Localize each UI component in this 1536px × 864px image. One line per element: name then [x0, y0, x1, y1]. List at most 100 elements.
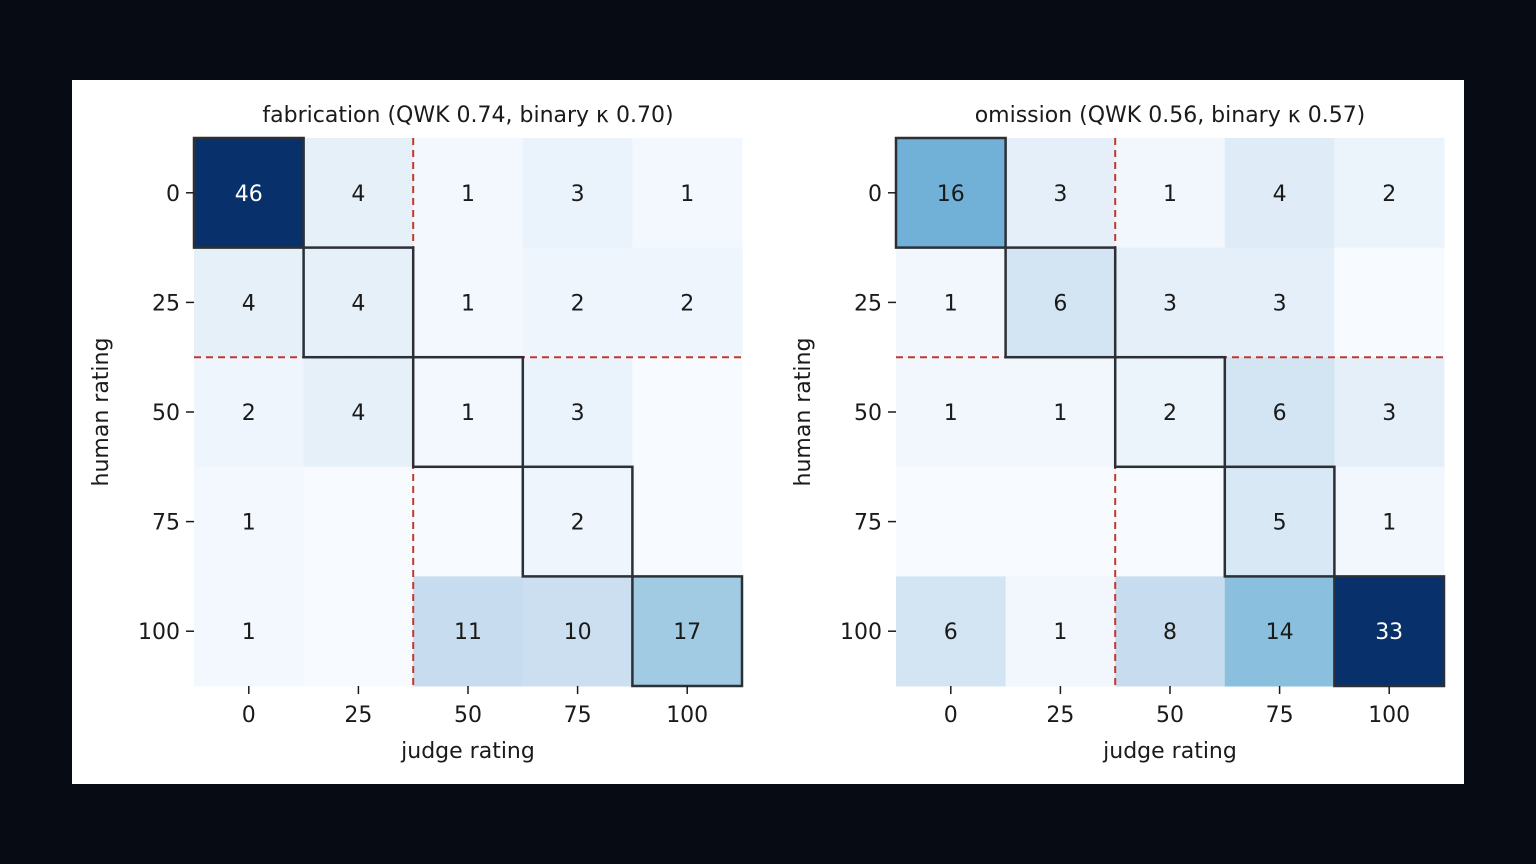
cell-value-label: 4 [351, 291, 365, 316]
cell-value-label: 33 [1375, 620, 1403, 645]
x-tick-label: 50 [1156, 703, 1184, 728]
heatmap-cell-r3-c1 [1005, 466, 1116, 577]
cell-value-label: 4 [351, 182, 365, 207]
heatmap-panel-2: omission (QWK 0.56, binary κ 0.57)16 3 1 4 2… [791, 103, 1446, 764]
diagonal-outline [1004, 246, 1117, 359]
heatmap-cell-r4-c2 [1115, 576, 1226, 687]
y-axis-label: human rating [791, 338, 816, 487]
heatmap-cell-r4-c0 [896, 576, 1007, 687]
cell-value-label: 1 [461, 182, 475, 207]
cell-value-label: 2 [1382, 182, 1396, 207]
diagonal-outline [521, 465, 634, 578]
y-tick-label: 25 [854, 291, 882, 316]
cell-value-label: 3 [1163, 291, 1177, 316]
x-tick-label: 50 [454, 703, 482, 728]
diagonal-outline [1113, 355, 1227, 469]
cell-value-label: 6 [944, 620, 958, 645]
heatmap-cell-r0-c0 [896, 138, 1007, 249]
y-tick-label: 75 [854, 511, 882, 536]
heatmap-cell-r0-c0 [194, 138, 305, 249]
cell-value-label: 2 [1163, 401, 1177, 426]
y-tick-label: 0 [166, 182, 180, 207]
heatmap-cell-r3-c0 [896, 466, 1007, 577]
heatmap-cell-r0-c2 [1115, 138, 1226, 249]
heatmap-cell-r2-c0 [896, 357, 1007, 468]
heatmap-cell-r4-c2 [413, 576, 524, 687]
heatmap-cell-r2-c3 [1224, 357, 1335, 468]
cell-value-label: 3 [1382, 401, 1396, 426]
cell-value-label: 4 [351, 401, 365, 426]
cell-value-label: 4 [242, 291, 256, 316]
heatmap-cell-r4-c4 [1334, 576, 1445, 687]
heatmap-cell-r1-c1 [303, 247, 414, 358]
cell-value-label: 4 [1273, 182, 1287, 207]
cell-value-label: 6 [1053, 291, 1067, 316]
heatmap-cell-r0-c4 [632, 138, 743, 249]
figure: fabrication (QWK 0.74, binary κ 0.70) 4 6 4… [72, 80, 1464, 784]
y-tick-label: 50 [152, 401, 180, 426]
cell-value-label: 2 [680, 291, 694, 316]
x-tick-label: 25 [344, 703, 372, 728]
cell-value-label: 2 [571, 291, 585, 316]
cell-value-label: 1 [1163, 182, 1177, 207]
heatmap-cell-r3-c3 [1224, 466, 1335, 577]
heatmap-cell-r0-c3 [522, 138, 633, 249]
cell-value-label: 3 [1273, 291, 1287, 316]
y-tick-label: 0 [868, 182, 882, 207]
heatmap-cell-r4-c3 [1224, 576, 1335, 687]
heatmap-cell-r0-c1 [1005, 138, 1116, 249]
heatmap-cell-r2-c2 [413, 357, 524, 468]
heatmap-cell-r1-c2 [413, 247, 524, 358]
heatmap-cell-r0-c3 [1224, 138, 1335, 249]
heatmap-cell-r2-c0 [194, 357, 305, 468]
y-tick-label: 100 [840, 620, 882, 645]
heatmap-cell-r1-c2 [1115, 247, 1226, 358]
x-tick-label: 100 [1368, 703, 1410, 728]
y-tick-label: 75 [152, 511, 180, 536]
y-axis-label: human rating [89, 338, 114, 487]
heatmap-cell-r4-c3 [522, 576, 633, 687]
heatmap-cell-r2-c4 [632, 357, 743, 468]
heatmap-cell-r1-c0 [194, 247, 305, 358]
heatmap-cell-r1-c4 [1334, 247, 1445, 358]
cell-value-label: 1 [461, 291, 475, 316]
heatmap-cell-r0-c2 [413, 138, 524, 249]
cell-value-label: 11 [454, 620, 482, 645]
cell-value-label: 3 [571, 182, 585, 207]
cell-value-label: 1 [461, 401, 475, 426]
heatmap-cell-r4-c1 [303, 576, 414, 687]
cell-value-label: 16 [937, 182, 965, 207]
heatmap-cell-r1-c1 [1005, 247, 1116, 358]
heatmap-cell-r3-c0 [194, 466, 305, 577]
cell-value-label: 3 [571, 401, 585, 426]
x-tick-label: 0 [944, 703, 958, 728]
heatmap-cell-r2-c1 [303, 357, 414, 468]
x-axis-label: judge rating [1102, 739, 1237, 764]
x-axis-label: judge rating [400, 739, 535, 764]
heatmap-cell-r3-c2 [413, 466, 524, 577]
heatmap-cell-r1-c4 [632, 247, 743, 358]
heatmap-cell-r2-c3 [522, 357, 633, 468]
cell-value-label: 1 [1053, 620, 1067, 645]
y-tick-label: 50 [854, 401, 882, 426]
heatmap-cell-r1-c0 [896, 247, 1007, 358]
chart-title: omission (QWK 0.56, binary κ 0.57) [975, 103, 1366, 128]
diagonal-outline [1223, 465, 1336, 578]
heatmap-cell-r3-c1 [303, 466, 414, 577]
y-tick-label: 100 [138, 620, 180, 645]
heatmap-cell-r2-c1 [1005, 357, 1116, 468]
cell-value-label: 1 [944, 401, 958, 426]
x-tick-label: 100 [666, 703, 708, 728]
heatmap-cell-r2-c2 [1115, 357, 1226, 468]
heatmap-cell-r3-c4 [1334, 466, 1445, 577]
cell-value-label: 1 [1053, 401, 1067, 426]
x-tick-label: 75 [564, 703, 592, 728]
heatmap-cell-r0-c4 [1334, 138, 1445, 249]
heatmap-cell-r2-c4 [1334, 357, 1445, 468]
heatmap-cell-r4-c0 [194, 576, 305, 687]
cell-value-label: 1 [944, 291, 958, 316]
chart-title: fabrication (QWK 0.74, binary κ 0.70) [262, 103, 673, 128]
cell-value-label: 2 [571, 511, 585, 536]
cell-value-label: 10 [564, 620, 592, 645]
cell-value-label: 3 [1053, 182, 1067, 207]
